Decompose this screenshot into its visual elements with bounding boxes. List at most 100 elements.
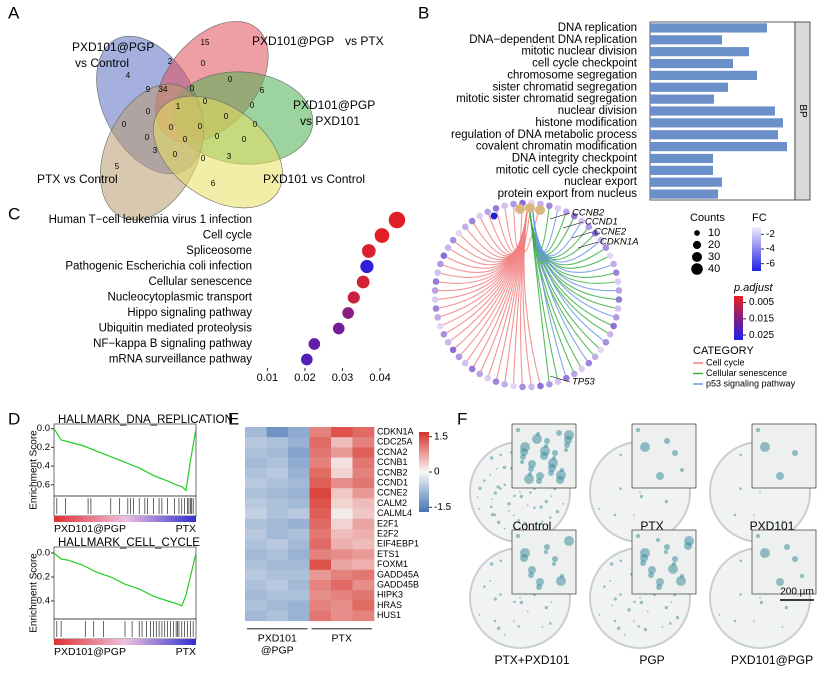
bar <box>650 82 728 92</box>
stain-cell <box>548 464 556 472</box>
stain-dot <box>493 597 498 601</box>
x-label-right: PTX <box>176 646 196 658</box>
y-tick-label: 0.4 <box>37 596 50 607</box>
legend-label: Cellular senescence <box>706 368 787 378</box>
venn-count: 1 <box>176 102 181 111</box>
dot <box>308 338 321 350</box>
dot <box>347 291 360 304</box>
x-label-left: PXD101@PGP <box>54 646 126 658</box>
heat-cell <box>309 488 332 499</box>
stain-dot <box>493 491 498 495</box>
heat-cell <box>245 549 267 560</box>
stain-dot <box>549 516 552 519</box>
stain-dot <box>619 487 622 490</box>
stain-cell <box>656 578 664 586</box>
stain-dot <box>759 491 761 493</box>
network-node <box>501 202 508 210</box>
stain-dot <box>781 520 784 523</box>
bar <box>650 142 787 152</box>
stain-cell <box>528 460 536 468</box>
heat-cell <box>309 457 332 469</box>
network-node <box>591 353 599 361</box>
stain-dot <box>664 605 669 610</box>
stain-dot <box>476 496 479 499</box>
x-tick-label: 0.02 <box>294 372 315 384</box>
plot-frame <box>53 546 197 620</box>
venn-count: 5 <box>115 162 120 171</box>
heat-cell <box>352 467 375 479</box>
stain-dot <box>529 491 532 494</box>
stain-cell <box>544 544 550 550</box>
heat-cell <box>245 478 267 489</box>
y-tick-label: nuclear division <box>558 105 637 117</box>
stain-cell <box>668 564 678 574</box>
y-tick-label: Hippo signaling pathway <box>127 307 252 319</box>
heat-cell <box>288 447 310 458</box>
group-label: PTX <box>332 633 352 645</box>
venn-count: 0 <box>173 150 178 159</box>
stain-dot <box>533 506 536 510</box>
stain-cell <box>648 566 656 574</box>
heat-cell <box>266 437 289 448</box>
legend-label: 10 <box>708 227 720 239</box>
network-node <box>597 346 605 354</box>
colorbar-label: 0.025 <box>749 330 774 341</box>
heat-cell <box>309 549 332 560</box>
heat-cell <box>309 529 332 540</box>
heat-cell <box>352 549 375 560</box>
stain-cell <box>776 472 784 480</box>
chart-title: HALLMARK_CELL_CYCLE <box>58 537 200 549</box>
stain-dot <box>553 487 557 491</box>
heat-cell <box>331 590 353 601</box>
stain-dot <box>499 487 502 490</box>
legend-label: Cell cycle <box>706 357 745 367</box>
gene-label: CCNE2 <box>377 488 408 498</box>
heat-cell <box>266 427 289 438</box>
network-node <box>614 278 622 285</box>
heat-cell <box>331 427 353 438</box>
bar <box>650 94 714 104</box>
heat-cell <box>245 488 267 499</box>
legend-title: p.adjust <box>733 282 773 294</box>
stain-dot <box>598 613 601 616</box>
heat-cell <box>352 457 375 469</box>
dot <box>301 353 313 366</box>
bar <box>650 189 718 199</box>
network-node <box>554 205 562 212</box>
rank-ramp <box>54 639 196 645</box>
heat-cell <box>331 518 353 530</box>
network-node <box>437 322 444 330</box>
inset <box>751 423 817 489</box>
panel-letter: C <box>8 204 20 223</box>
stain-dot <box>478 507 481 510</box>
stain-dot <box>519 491 521 493</box>
network-node <box>585 359 593 367</box>
heat-cell <box>352 610 375 622</box>
network-node <box>444 338 452 346</box>
y-tick-label: NF−kappa B signaling pathway <box>93 338 252 350</box>
stain-cell <box>664 550 668 554</box>
network-node <box>437 260 444 268</box>
gene-label: CCNE2 <box>594 227 627 238</box>
heat-cell <box>309 467 332 479</box>
heat-cell <box>266 518 289 530</box>
venn-count: 0 <box>203 97 208 106</box>
dot <box>388 211 406 229</box>
y-tick-label: protein export from nucleus <box>498 188 638 200</box>
heat-cell <box>266 498 289 509</box>
stain-dot <box>503 633 506 636</box>
network-node <box>461 223 469 231</box>
dot <box>361 244 376 258</box>
stain-dot <box>661 626 664 629</box>
stain-dot <box>562 502 565 505</box>
gene-label: GADD45B <box>377 579 419 589</box>
heat-cell <box>309 447 332 458</box>
stain-dot <box>613 513 617 517</box>
stain-dot <box>664 499 669 504</box>
heat-cell <box>245 437 267 448</box>
x-tick-label: 0.03 <box>332 372 353 384</box>
y-tick-label: DNA integrity checkpoint <box>512 152 638 164</box>
venn-count: 0 <box>183 135 188 144</box>
heat-cell <box>352 569 375 581</box>
inset <box>631 423 697 489</box>
